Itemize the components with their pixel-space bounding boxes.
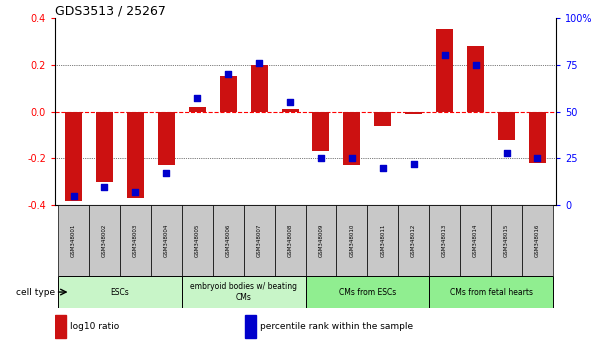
Text: GSM348011: GSM348011 (380, 224, 386, 257)
Point (378, 165, 388, 171)
FancyBboxPatch shape (306, 276, 429, 308)
FancyBboxPatch shape (89, 205, 120, 276)
FancyBboxPatch shape (213, 205, 244, 276)
Text: GSM348015: GSM348015 (504, 224, 509, 257)
Text: GSM348014: GSM348014 (473, 224, 478, 257)
Text: GSM348010: GSM348010 (349, 224, 354, 257)
Bar (220, 76, 236, 112)
Bar (467, 46, 484, 112)
Text: log10 ratio: log10 ratio (70, 322, 119, 331)
FancyBboxPatch shape (429, 205, 460, 276)
Point (440, 52, 450, 58)
Bar (189, 107, 206, 112)
Point (347, 156, 357, 161)
Text: GSM348002: GSM348002 (102, 224, 107, 257)
Text: GSM348005: GSM348005 (195, 224, 200, 257)
Text: GSM348008: GSM348008 (288, 224, 293, 257)
FancyBboxPatch shape (367, 205, 398, 276)
Point (223, 71, 233, 77)
FancyBboxPatch shape (182, 205, 213, 276)
Text: GSM348012: GSM348012 (411, 224, 416, 257)
FancyBboxPatch shape (460, 205, 491, 276)
Text: GSM348001: GSM348001 (71, 224, 76, 257)
FancyBboxPatch shape (274, 205, 306, 276)
Bar (343, 112, 360, 165)
Text: GSM348013: GSM348013 (442, 224, 447, 257)
FancyBboxPatch shape (398, 205, 429, 276)
Point (68, 193, 78, 199)
Text: GSM348016: GSM348016 (535, 224, 540, 257)
Point (100, 184, 109, 189)
Text: GSM348004: GSM348004 (164, 224, 169, 257)
Point (285, 99, 295, 105)
Bar (405, 112, 422, 114)
Bar (375, 112, 391, 126)
Text: embryoid bodies w/ beating
CMs: embryoid bodies w/ beating CMs (190, 282, 297, 302)
FancyBboxPatch shape (337, 205, 367, 276)
Bar (436, 29, 453, 112)
Bar (529, 112, 546, 163)
Text: GSM348003: GSM348003 (133, 224, 138, 257)
Text: ESCs: ESCs (111, 287, 130, 297)
FancyBboxPatch shape (58, 205, 89, 276)
Point (502, 150, 511, 156)
Point (161, 171, 171, 176)
FancyBboxPatch shape (58, 276, 182, 308)
Point (254, 60, 264, 65)
FancyBboxPatch shape (491, 205, 522, 276)
Bar (127, 112, 144, 198)
Text: GSM348006: GSM348006 (225, 224, 231, 257)
Bar (282, 109, 299, 112)
FancyBboxPatch shape (151, 205, 182, 276)
Point (470, 62, 480, 68)
Point (192, 96, 202, 101)
FancyBboxPatch shape (244, 205, 274, 276)
Point (316, 156, 326, 161)
Bar (55, 315, 66, 338)
FancyBboxPatch shape (522, 205, 553, 276)
Text: GDS3513 / 25267: GDS3513 / 25267 (55, 5, 166, 18)
FancyBboxPatch shape (120, 205, 151, 276)
Text: CMs from fetal hearts: CMs from fetal hearts (450, 287, 533, 297)
Bar (498, 112, 515, 139)
Point (131, 189, 141, 195)
Bar (158, 112, 175, 165)
Bar (251, 65, 268, 112)
Text: GSM348009: GSM348009 (318, 224, 323, 257)
Text: GSM348007: GSM348007 (257, 224, 262, 257)
FancyBboxPatch shape (306, 205, 337, 276)
Text: cell type: cell type (16, 287, 56, 297)
Bar (312, 112, 329, 152)
Point (533, 156, 543, 161)
Point (409, 161, 419, 167)
Bar (96, 112, 113, 182)
Text: percentile rank within the sample: percentile rank within the sample (260, 322, 414, 331)
Text: CMs from ESCs: CMs from ESCs (338, 287, 396, 297)
Bar (246, 315, 257, 338)
FancyBboxPatch shape (429, 276, 553, 308)
FancyBboxPatch shape (182, 276, 306, 308)
Bar (65, 112, 82, 201)
